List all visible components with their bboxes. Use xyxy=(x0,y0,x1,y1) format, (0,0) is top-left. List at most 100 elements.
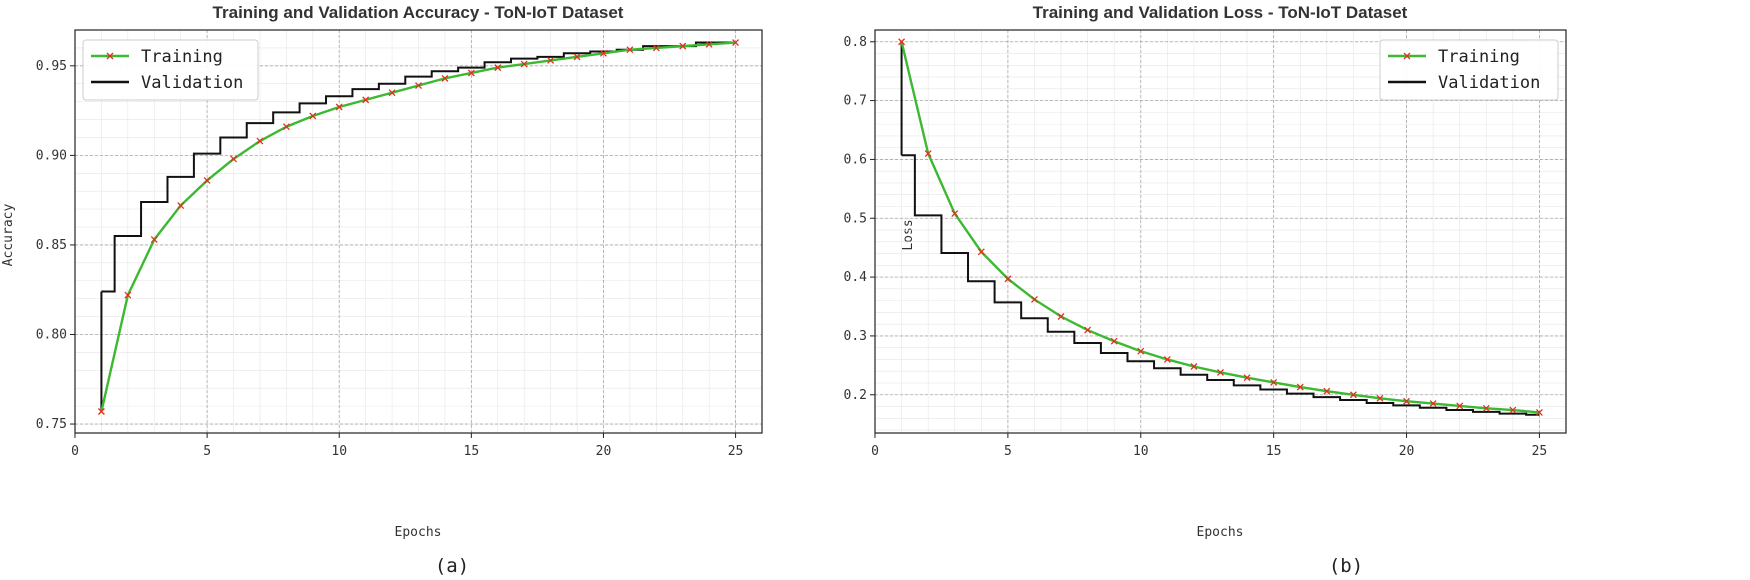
loss-x-tick-label: 10 xyxy=(1133,444,1149,459)
loss-training-point xyxy=(1323,387,1331,395)
accuracy-training-point xyxy=(97,408,105,415)
loss-training-point xyxy=(1110,337,1118,345)
accuracy-x-tick-label: 20 xyxy=(596,444,612,459)
accuracy-x-axis-label: Epochs xyxy=(395,525,442,540)
accuracy-legend-training-label: Training xyxy=(141,47,223,67)
loss-legend-training-label: Training xyxy=(1438,47,1520,67)
accuracy-training-point xyxy=(282,123,290,131)
loss-training-markers xyxy=(898,38,1543,416)
loss-training-point xyxy=(1349,391,1357,399)
accuracy-training-point xyxy=(203,176,211,184)
loss-training-point xyxy=(1190,363,1198,370)
accuracy-training-point xyxy=(124,291,132,299)
loss-y-tick-label: 0.3 xyxy=(844,329,867,344)
accuracy-training-point xyxy=(705,40,713,48)
loss-training-point xyxy=(1296,383,1304,391)
accuracy-chart-title: Training and Validation Accuracy - ToN-I… xyxy=(213,3,624,22)
accuracy-training-point xyxy=(547,56,555,64)
loss-axes-frame xyxy=(874,29,1567,434)
loss-y-axis-label: Loss xyxy=(901,219,916,250)
accuracy-training-point xyxy=(441,74,449,82)
accuracy-x-tick-label: 25 xyxy=(728,444,744,459)
accuracy-training-point xyxy=(520,60,528,68)
accuracy-training-markers xyxy=(97,39,740,415)
loss-training-point xyxy=(951,210,959,218)
loss-y-tick-label: 0.6 xyxy=(844,152,867,167)
loss-training-point xyxy=(1217,368,1224,376)
loss-training-point xyxy=(1084,326,1092,334)
loss-training-point xyxy=(1509,406,1517,414)
loss-training-point xyxy=(1004,275,1012,283)
loss-x-axis-label: Epochs xyxy=(1197,525,1244,540)
loss-training-point xyxy=(1482,404,1490,412)
accuracy-training-point xyxy=(600,49,607,57)
accuracy-training-point xyxy=(256,137,264,145)
accuracy-training-point xyxy=(626,46,634,54)
accuracy-training-point xyxy=(177,202,185,209)
accuracy-legend: Training Validation xyxy=(82,39,259,101)
loss-y-tick-label: 0.8 xyxy=(844,35,867,50)
accuracy-training-point xyxy=(679,42,687,50)
loss-training-point xyxy=(977,248,985,256)
loss-training-point xyxy=(1376,394,1384,402)
loss-training-point xyxy=(1403,397,1410,405)
accuracy-chart-panel: Training and Validation Accuracy - ToN-I… xyxy=(1,3,763,577)
loss-training-point xyxy=(1031,295,1038,303)
loss-legend: Training Validation xyxy=(1379,39,1559,101)
loss-chart-panel: Training and Validation Loss - ToN-IoT D… xyxy=(844,3,1567,577)
loss-chart-title: Training and Validation Loss - ToN-IoT D… xyxy=(1033,3,1408,22)
loss-x-tick-label: 15 xyxy=(1266,444,1282,459)
accuracy-legend-validation-label: Validation xyxy=(141,73,243,93)
loss-x-tick-label: 20 xyxy=(1399,444,1415,459)
loss-ticks: 0 5 10 15 20 25 0.2 0.3 0.4 0.5 0.6 0.7 0.8 xyxy=(844,35,1548,459)
accuracy-training-point xyxy=(467,69,475,77)
accuracy-y-tick-label: 0.80 xyxy=(36,327,67,342)
loss-y-tick-label: 0.5 xyxy=(844,211,867,226)
accuracy-axes-frame xyxy=(74,29,763,434)
accuracy-training-point xyxy=(335,103,343,111)
loss-training-point xyxy=(1456,402,1464,410)
loss-training-point xyxy=(1163,356,1171,363)
accuracy-x-tick-label: 15 xyxy=(464,444,480,459)
accuracy-training-point xyxy=(362,96,370,104)
loss-training-point xyxy=(1429,400,1437,408)
accuracy-x-tick-label: 0 xyxy=(71,444,79,459)
accuracy-training-point xyxy=(732,39,740,46)
accuracy-training-point xyxy=(309,112,317,120)
loss-legend-validation-label: Validation xyxy=(1438,73,1540,93)
accuracy-legend-training-marker xyxy=(106,52,114,60)
accuracy-ticks: 0 5 10 15 20 25 0.75 0.80 0.85 0.90 0.95 xyxy=(36,59,744,459)
accuracy-y-axis-label: Accuracy xyxy=(1,204,16,267)
loss-training-point xyxy=(1243,374,1251,382)
accuracy-training-point xyxy=(150,236,158,244)
loss-y-tick-label: 0.2 xyxy=(844,388,867,403)
loss-training-point xyxy=(1535,408,1543,416)
accuracy-y-tick-label: 0.95 xyxy=(36,59,67,74)
loss-chart-caption: (b) xyxy=(1329,555,1363,577)
accuracy-chart-caption: (a) xyxy=(435,555,469,577)
accuracy-x-tick-label: 5 xyxy=(203,444,211,459)
accuracy-training-point xyxy=(652,44,660,52)
accuracy-training-point xyxy=(415,82,422,89)
loss-x-tick-label: 0 xyxy=(871,444,879,459)
accuracy-training-point xyxy=(573,53,581,61)
loss-y-tick-label: 0.4 xyxy=(844,270,868,285)
accuracy-training-point xyxy=(494,64,502,72)
accuracy-training-point xyxy=(230,155,237,163)
loss-x-tick-label: 25 xyxy=(1532,444,1548,459)
loss-training-point xyxy=(898,38,906,46)
loss-training-point xyxy=(1137,347,1145,355)
accuracy-y-tick-label: 0.75 xyxy=(36,417,67,432)
loss-y-tick-label: 0.7 xyxy=(844,94,867,109)
accuracy-x-tick-label: 10 xyxy=(331,444,347,459)
accuracy-y-tick-label: 0.90 xyxy=(36,148,67,163)
loss-x-tick-label: 5 xyxy=(1004,444,1012,459)
loss-training-point xyxy=(924,150,932,158)
loss-legend-training-marker xyxy=(1403,52,1411,60)
loss-training-point xyxy=(1270,378,1278,386)
loss-training-point xyxy=(1057,313,1065,320)
accuracy-y-tick-label: 0.85 xyxy=(36,238,67,253)
accuracy-training-point xyxy=(388,89,396,97)
loss-validation-step-line xyxy=(901,154,1540,416)
